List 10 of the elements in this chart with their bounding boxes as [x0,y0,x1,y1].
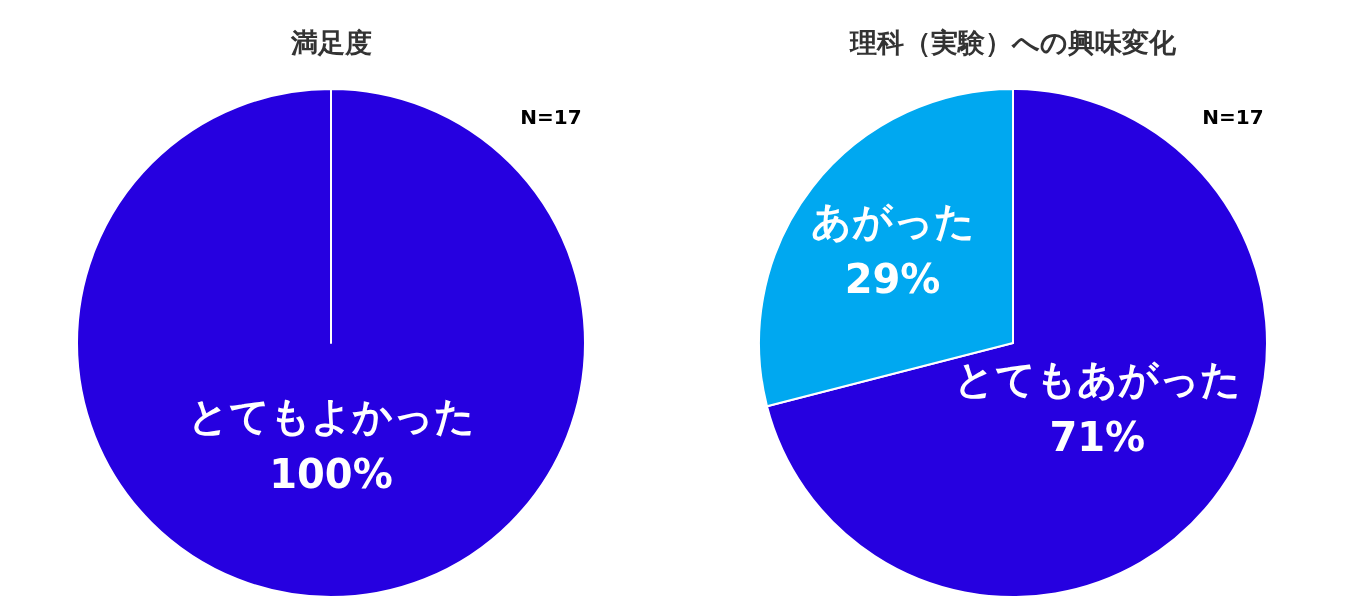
chart-title: 理科（実験）への興味変化 [849,26,1177,58]
slice-label: あがった [810,197,975,244]
data-label: 71% [1049,414,1146,461]
text: N=17 [520,105,582,129]
chart-title: 満足度 [289,26,372,58]
slice-label: とてもよかった [187,392,475,439]
slice-label: とてもあがった [953,356,1241,403]
data-label: 100% [269,450,393,497]
data-label: 29% [844,255,941,302]
text: N=17 [1202,105,1264,129]
